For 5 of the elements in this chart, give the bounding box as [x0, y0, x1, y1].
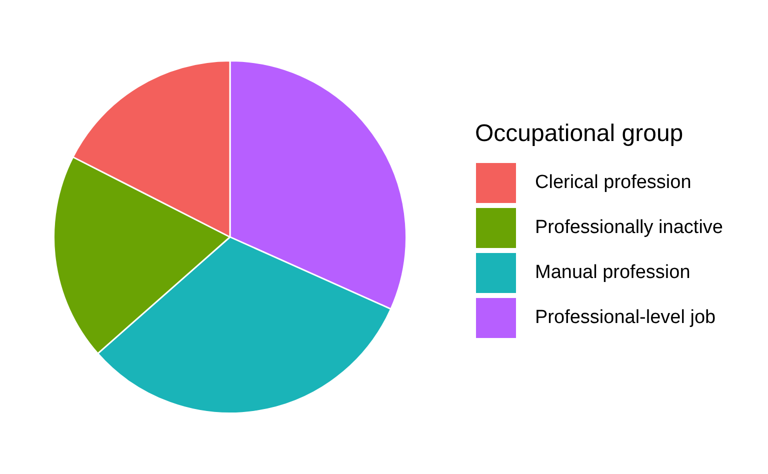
- legend-label: Manual profession: [535, 262, 690, 284]
- legend-label: Clerical profession: [535, 172, 692, 194]
- legend-title: Occupational group: [475, 120, 684, 148]
- legend-label: Professional-level job: [535, 306, 716, 328]
- legend-label: Professionally inactive: [535, 216, 723, 238]
